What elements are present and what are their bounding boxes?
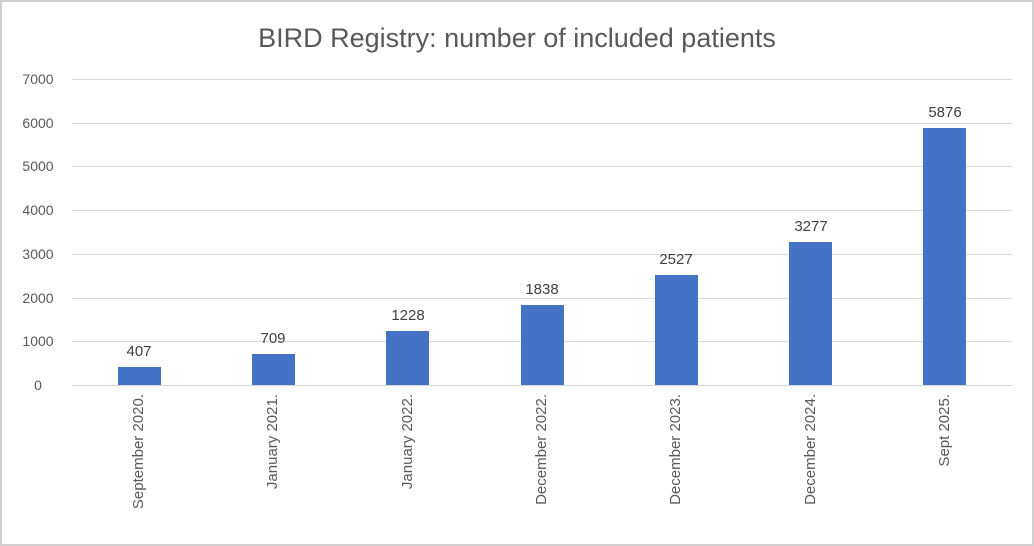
x-axis-tick-label: December 2023. [667, 394, 684, 505]
gridline [72, 166, 1012, 167]
bar [923, 128, 966, 385]
bar [655, 275, 698, 385]
bar [252, 354, 295, 385]
y-axis-tick-label: 7000 [22, 71, 54, 87]
bar-data-label: 709 [260, 330, 286, 347]
y-axis-tick-label: 4000 [22, 202, 54, 218]
bar-data-label: 3277 [794, 218, 828, 235]
bar-data-label: 1228 [391, 307, 425, 324]
y-axis-tick-label: 5000 [22, 158, 54, 174]
bar [386, 331, 429, 385]
x-axis-tick-label: December 2022. [533, 394, 550, 505]
bar-data-label: 5876 [928, 104, 962, 121]
y-axis-tick-label: 1000 [22, 333, 54, 349]
bar [789, 242, 832, 385]
bar [118, 367, 161, 385]
bar [521, 305, 564, 385]
x-axis-tick-label: Sept 2025. [936, 394, 953, 467]
bar-data-label: 407 [126, 343, 152, 360]
y-axis-tick-label: 6000 [22, 115, 54, 131]
bar-data-label: 1838 [525, 281, 559, 298]
x-axis-tick-label: January 2021. [264, 394, 281, 490]
gridline [72, 298, 1012, 299]
gridline [72, 123, 1012, 124]
gridline [72, 79, 1012, 80]
gridline [72, 210, 1012, 211]
gridline [72, 254, 1012, 255]
x-axis-tick-label: December 2024. [802, 394, 819, 505]
bar-data-label: 2527 [659, 251, 693, 268]
y-axis-tick-label: 0 [34, 377, 42, 393]
x-axis-line [72, 385, 1012, 386]
chart-title: BIRD Registry: number of included patien… [258, 23, 776, 53]
y-axis-tick-label: 2000 [22, 290, 54, 306]
x-axis-tick-label: September 2020. [130, 394, 147, 510]
y-axis-tick-label: 3000 [22, 246, 54, 262]
x-axis-tick-label: January 2022. [399, 394, 416, 490]
